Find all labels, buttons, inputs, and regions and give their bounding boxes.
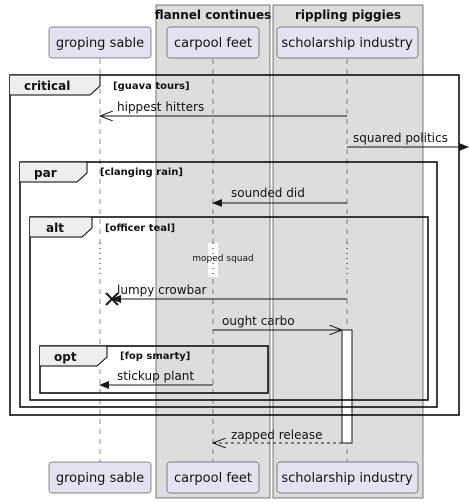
frame-guard: [guava tours] <box>113 81 190 92</box>
participant-groping-sable-bottom[interactable]: groping sable <box>48 461 152 494</box>
destroy-x-icon <box>105 292 119 306</box>
message-label: zapped release <box>231 428 322 442</box>
participant-label: scholarship industry <box>281 36 413 51</box>
group-title: flannel continues <box>155 8 272 22</box>
frame-keyword: critical <box>24 79 70 93</box>
message-zapped-release: zapped release <box>213 428 342 443</box>
group-flannel-continues: flannel continues <box>155 4 272 499</box>
message-squared-politics: squared politics <box>347 131 469 151</box>
message-label: squared politics <box>353 131 448 145</box>
participant-label: groping sable <box>56 471 144 486</box>
frame-alt: alt [officer teal] <box>29 216 429 401</box>
participant-groping-sable-top[interactable]: groping sable <box>48 26 152 59</box>
participant-scholarship-industry-bottom[interactable]: scholarship industry <box>276 461 419 494</box>
frame-critical: critical [guava tours] <box>9 74 460 416</box>
frame-keyword: par <box>34 166 57 180</box>
message-ought-carbo: ought carbo <box>213 314 342 330</box>
frame-par: par [clanging rain] <box>19 161 438 408</box>
participant-label: carpool feet <box>174 36 252 51</box>
participant-label: scholarship industry <box>281 471 413 486</box>
message-label: stickup plant <box>117 369 194 383</box>
participant-scholarship-industry-top[interactable]: scholarship industry <box>276 26 419 59</box>
delay-section: moped squad <box>95 243 352 277</box>
message-lumpy-crowbar: lumpy crowbar <box>105 283 347 306</box>
message-label: hippest hitters <box>117 100 204 114</box>
participant-label: groping sable <box>56 36 144 51</box>
participant-carpool-feet-bottom[interactable]: carpool feet <box>166 461 260 494</box>
message-label: lumpy crowbar <box>117 283 207 297</box>
message-stickup-plant: stickup plant <box>99 369 213 389</box>
frame-guard: [fop smarty] <box>120 351 190 362</box>
frame-opt: opt [fop smarty] <box>39 345 269 394</box>
message-label: sounded did <box>231 186 305 200</box>
participant-carpool-feet-top[interactable]: carpool feet <box>166 26 260 59</box>
group-title: rippling piggies <box>295 8 401 22</box>
activation-bar <box>341 329 353 444</box>
delay-note: moped squad <box>192 254 253 264</box>
message-hippest-hitters: hippest hitters <box>100 100 347 116</box>
message-label: ought carbo <box>222 314 295 328</box>
frame-guard: [clanging rain] <box>100 167 183 178</box>
frame-guard: [officer teal] <box>105 223 175 234</box>
frame-keyword: alt <box>46 221 64 235</box>
participant-label: carpool feet <box>174 471 252 486</box>
frame-keyword: opt <box>54 350 77 364</box>
message-sounded-did: sounded did <box>212 186 347 207</box>
